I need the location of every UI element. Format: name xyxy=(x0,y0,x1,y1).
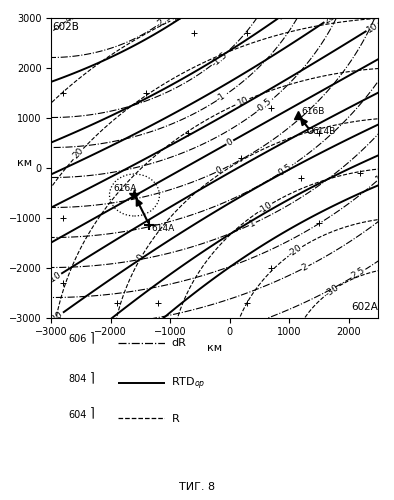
Text: 1.5: 1.5 xyxy=(375,168,391,184)
Text: 10: 10 xyxy=(236,95,250,108)
Text: 614A: 614A xyxy=(152,224,175,233)
Text: 30: 30 xyxy=(169,12,184,24)
Text: -0.5: -0.5 xyxy=(255,97,274,115)
Text: 1: 1 xyxy=(248,218,257,229)
Text: ΤИГ. 8: ΤИГ. 8 xyxy=(179,482,215,492)
Text: 30: 30 xyxy=(276,8,291,22)
Text: -40: -40 xyxy=(146,318,163,334)
Text: -2.5: -2.5 xyxy=(154,12,173,29)
Text: 50: 50 xyxy=(35,79,49,91)
Text: 606: 606 xyxy=(68,334,87,344)
Text: 20: 20 xyxy=(323,12,337,26)
Text: -30: -30 xyxy=(324,282,341,298)
Text: dR: dR xyxy=(171,338,186,348)
Text: 40: 40 xyxy=(64,11,78,24)
Text: $\rceil$: $\rceil$ xyxy=(89,371,95,386)
Text: RTD$_{op}$: RTD$_{op}$ xyxy=(171,376,206,392)
X-axis label: км: км xyxy=(207,343,222,353)
Text: 10: 10 xyxy=(365,20,379,34)
Text: 616B: 616B xyxy=(301,106,325,116)
Text: -10: -10 xyxy=(256,200,274,216)
Text: -1.5: -1.5 xyxy=(210,50,229,68)
Text: 0.5: 0.5 xyxy=(277,162,294,178)
Text: 604: 604 xyxy=(68,410,87,420)
Text: -10: -10 xyxy=(45,270,63,286)
Text: 614B: 614B xyxy=(313,127,336,136)
Text: 0: 0 xyxy=(215,166,224,176)
Text: $\rceil$: $\rceil$ xyxy=(89,331,95,346)
Text: R: R xyxy=(171,414,179,424)
Y-axis label: км: км xyxy=(17,158,33,168)
Text: -20: -20 xyxy=(287,244,304,259)
Text: -20: -20 xyxy=(48,310,65,326)
Text: -1: -1 xyxy=(215,92,228,104)
Text: 616A: 616A xyxy=(113,184,137,193)
Text: 20: 20 xyxy=(72,146,86,160)
Text: 2.5: 2.5 xyxy=(350,266,367,281)
Text: 804: 804 xyxy=(68,374,87,384)
Text: 0: 0 xyxy=(136,253,146,262)
Text: 2: 2 xyxy=(301,262,310,273)
Text: -30: -30 xyxy=(94,318,111,334)
Text: 0: 0 xyxy=(225,137,234,147)
Text: 602A: 602A xyxy=(351,302,378,312)
Text: $\rceil$: $\rceil$ xyxy=(89,406,95,421)
Text: 602B: 602B xyxy=(52,22,79,32)
